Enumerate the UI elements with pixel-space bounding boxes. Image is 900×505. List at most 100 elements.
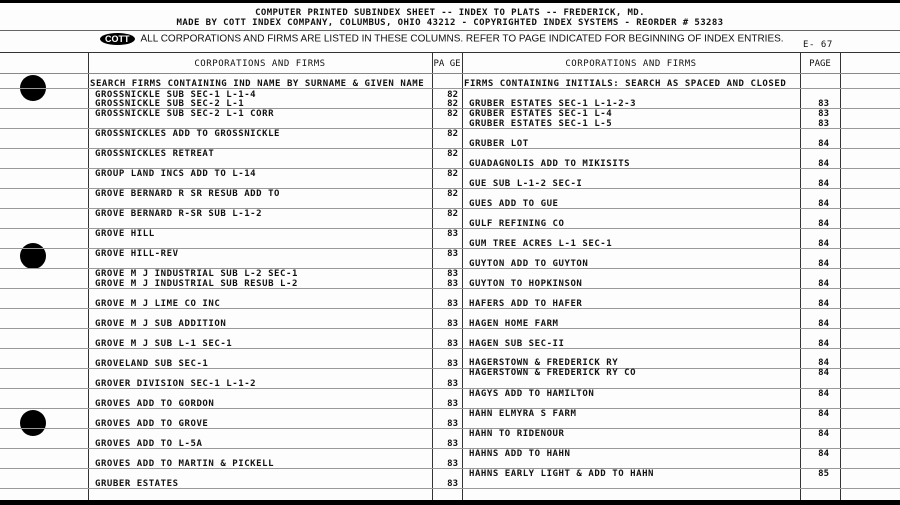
left-entry-page: 83 (447, 439, 458, 449)
left-entry-name: GROVE BERNARD R-SR SUB L-1-2 (95, 209, 263, 219)
right-entry-page: 84 (818, 449, 829, 459)
left-entry-page: 82 (447, 90, 458, 100)
right-entry-name: HAHN TO RIDENOUR (469, 429, 565, 439)
left-entry-page: 82 (447, 99, 458, 109)
left-entry-page: 83 (447, 339, 458, 349)
bottom-edge (0, 500, 900, 505)
right-entry-name: GUYTON ADD TO GUYTON (469, 259, 589, 269)
right-entry-page: 84 (818, 409, 829, 419)
left-entry-name: GROSSNICKLE SUB SEC-2 L-1 CORR (95, 109, 275, 119)
right-entry-name: HAGEN SUB SEC-II (469, 339, 565, 349)
right-entry-name: GUADAGNOLIS ADD TO MIKISITS (469, 159, 631, 169)
left-entry-name: GROVE M J LIME CO INC (95, 299, 221, 309)
sheet-code: E- 67 (803, 40, 833, 50)
left-entry-name: GROVE M J INDUSTRIAL SUB L-2 SEC-1 (95, 269, 298, 279)
right-entry-name: HAHNS ADD TO HAHN (469, 449, 571, 459)
right-entry-name: GUE SUB L-1-2 SEC-I (469, 179, 583, 189)
right-entry-page: 84 (818, 339, 829, 349)
column-rule (432, 52, 433, 500)
column-rule (840, 52, 841, 500)
left-page-header: PA GE (433, 59, 461, 69)
left-entry-page: 83 (447, 399, 458, 409)
right-entry-page: 84 (818, 219, 829, 229)
ruled-line (0, 308, 900, 309)
right-entry-page: 84 (818, 139, 829, 149)
right-entry-name: HAGERSTOWN & FREDERICK RY (469, 358, 619, 368)
publisher-line: MADE BY COTT INDEX COMPANY, COLUMBUS, OH… (176, 18, 724, 28)
left-entry-page: 83 (447, 459, 458, 469)
right-entry-name: GRUBER ESTATES SEC-1 L-1-2-3 (469, 99, 637, 109)
left-subheading: SEARCH FIRMS CONTAINING IND NAME BY SURN… (90, 79, 425, 89)
left-entry-name: GROVE M J INDUSTRIAL SUB RESUB L-2 (95, 279, 298, 289)
divider (0, 73, 900, 74)
left-entry-page: 82 (447, 209, 458, 219)
left-entry-name: GROSSNICKLE SUB SEC-2 L-1 (95, 99, 245, 109)
right-entry-page: 84 (818, 389, 829, 399)
ruled-line (0, 448, 900, 449)
ruled-line (0, 288, 900, 289)
left-entry-page: 83 (447, 319, 458, 329)
left-entry-page: 83 (447, 479, 458, 489)
notice-line: COTT ALL CORPORATIONS AND FIRMS ARE LISTE… (100, 33, 784, 45)
notice-text: ALL CORPORATIONS AND FIRMS ARE LISTED IN… (140, 33, 784, 45)
left-entry-page: 82 (447, 129, 458, 139)
ruled-line (0, 468, 900, 469)
left-entry-name: GROSSNICKLES RETREAT (95, 149, 215, 159)
ruled-line (0, 408, 900, 409)
left-entry-name: GROUP LAND INCS ADD TO L-14 (95, 169, 257, 179)
right-entry-name: GULF REFINING CO (469, 219, 565, 229)
ruled-line (0, 328, 900, 329)
right-entry-name: HAGERSTOWN & FREDERICK RY CO (469, 368, 637, 378)
left-entry-page: 82 (447, 109, 458, 119)
right-entry-name: HAGYS ADD TO HAMILTON (469, 389, 595, 399)
left-entry-page: 82 (447, 189, 458, 199)
left-entry-name: GROVES ADD TO GORDON (95, 399, 215, 409)
right-subheading: FIRMS CONTAINING INITIALS: SEARCH AS SPA… (464, 79, 787, 89)
right-entry-name: GUES ADD TO GUE (469, 199, 559, 209)
left-entry-page: 83 (447, 229, 458, 239)
left-entry-page: 82 (447, 169, 458, 179)
left-entry-name: GROVE BERNARD R SR RESUB ADD TO (95, 189, 281, 199)
left-entry-page: 83 (447, 379, 458, 389)
punch-hole (20, 243, 46, 269)
right-entry-name: HAHN ELMYRA S FARM (469, 409, 577, 419)
ruled-line (0, 88, 900, 89)
left-entry-page: 83 (447, 359, 458, 369)
ruled-line (0, 348, 900, 349)
divider (0, 52, 900, 53)
ruled-line (0, 108, 900, 109)
ruled-line (0, 388, 900, 389)
left-entry-page: 83 (447, 419, 458, 429)
top-edge (0, 0, 900, 3)
left-entry-name: GROVES ADD TO L-5A (95, 439, 203, 449)
left-entry-name: GRUBER ESTATES (95, 479, 179, 489)
column-rule (88, 52, 89, 500)
left-column-header: CORPORATIONS AND FIRMS (194, 59, 326, 69)
left-entry-page: 82 (447, 149, 458, 159)
left-entry-name: GROVES ADD TO GROVE (95, 419, 209, 429)
left-entry-name: GROVE HILL-REV (95, 249, 179, 259)
ruled-line (0, 168, 900, 169)
ruled-line (0, 188, 900, 189)
right-entry-page: 84 (818, 358, 829, 368)
right-page-header: PAGE (809, 59, 831, 69)
left-entry-name: GROVE M J SUB ADDITION (95, 319, 227, 329)
left-entry-name: GROVELAND SUB SEC-1 (95, 359, 209, 369)
ruled-line (0, 368, 900, 369)
ruled-line (0, 428, 900, 429)
left-entry-page: 83 (447, 279, 458, 289)
right-entry-page: 84 (818, 259, 829, 269)
right-entry-name: GUYTON TO HOPKINSON (469, 279, 583, 289)
ruled-line (0, 248, 900, 249)
right-entry-page: 84 (818, 368, 829, 378)
ruled-line (0, 268, 900, 269)
cott-logo: COTT (100, 33, 135, 45)
ruled-line (0, 228, 900, 229)
left-entry-name: GROSSNICKLE SUB SEC-1 L-1-4 (95, 90, 257, 100)
right-entry-page: 84 (818, 179, 829, 189)
punch-hole (20, 410, 46, 436)
right-entry-name: GRUBER LOT (469, 139, 529, 149)
left-entry-page: 83 (447, 249, 458, 259)
right-entry-name: GUM TREE ACRES L-1 SEC-1 (469, 239, 613, 249)
right-entry-name: GRUBER ESTATES SEC-1 L-5 (469, 119, 613, 129)
